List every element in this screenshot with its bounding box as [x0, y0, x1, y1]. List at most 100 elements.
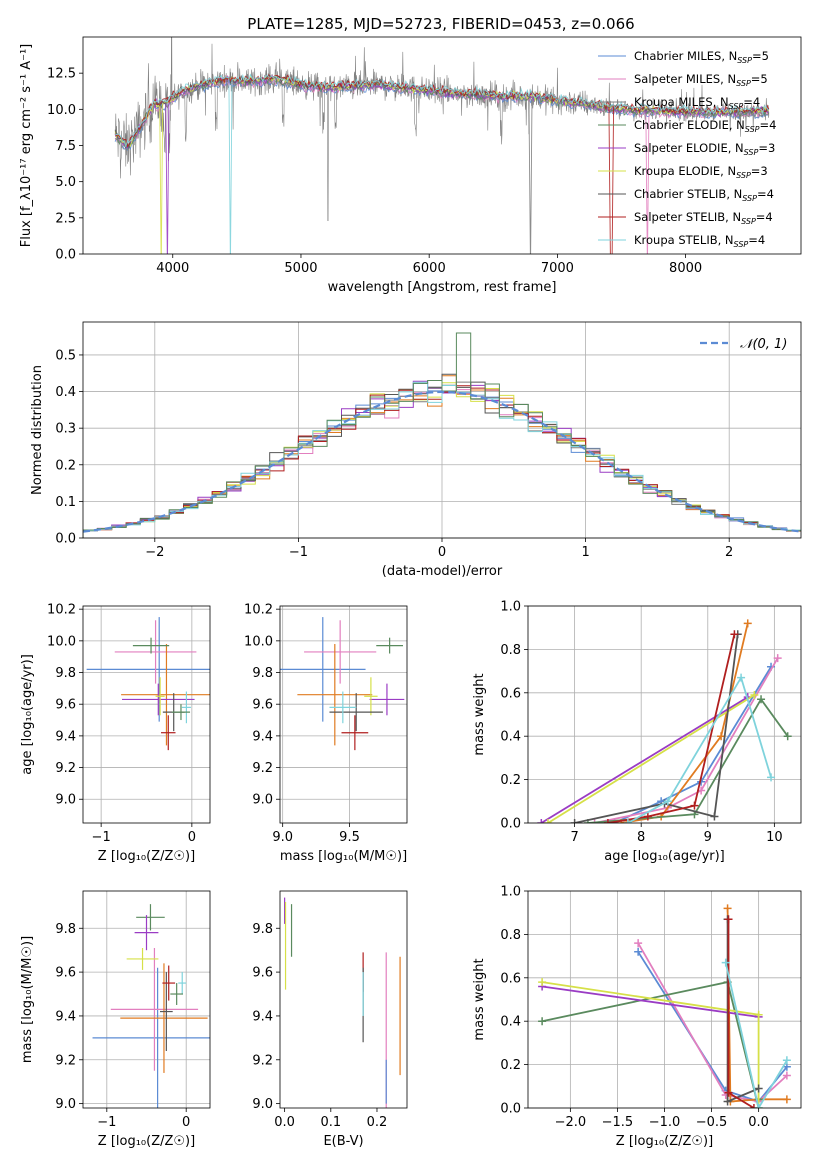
y-tick-label: 0.2: [500, 1058, 521, 1073]
x-tick-label: 1: [581, 545, 589, 560]
x-axis-label: Z [log₁₀(Z/Z☉)]: [98, 849, 195, 864]
plus-marker: [590, 819, 599, 823]
y-tick-label: 0.1: [55, 495, 76, 510]
y-tick-label: 9.2: [252, 1053, 273, 1068]
plus-marker: [754, 1104, 763, 1108]
y-tick-label: 10.2: [47, 603, 76, 618]
x-axis-label: mass [log₁₀(M/M☉)]: [280, 849, 407, 864]
age_vs_Z-plot-area: [86, 617, 210, 751]
figure-title: PLATE=1285, MJD=52723, FIBERID=0453, z=0…: [247, 15, 634, 33]
y-tick-label: 1.0: [500, 885, 521, 900]
y-tick-label: 9.6: [252, 966, 273, 981]
y-tick-label: 1.0: [500, 600, 521, 615]
y-tick-label: 9.4: [252, 729, 273, 744]
plus-marker: [643, 812, 652, 821]
x-tick-label: 8: [637, 830, 645, 845]
mass_vs_Z-plot-area: [92, 904, 210, 1108]
model-spectrum-line: [114, 73, 770, 254]
y-tick-label: 0.0: [500, 1102, 521, 1117]
plus-marker: [710, 812, 719, 821]
plus-marker: [724, 915, 733, 924]
mass-weight-line: [540, 696, 749, 823]
x-tick-label: 8000: [669, 261, 702, 276]
x-tick-label: 9: [704, 830, 712, 845]
mass_weight_vs_Z-plot-area: [538, 904, 791, 1108]
mass_vs_EBV-panel: 0.0 0.1 0.2 9.0 9.2 9.4 9.6 9.8 E(B-V): [252, 890, 408, 1149]
spectrum-legend: Chabrier MILES, NSSP=5 Salpeter MILES, NS…: [598, 49, 776, 249]
legend-entry: Chabrier ELODIE, NSSP=4: [634, 118, 776, 134]
x-axis-label: age [log₁₀(age/yr)]: [604, 849, 725, 864]
y-tick-label: 9.4: [55, 729, 76, 744]
y-tick-label: 0.4: [55, 385, 76, 400]
plus-marker: [767, 773, 776, 782]
mass_weight_vs_age-plot-area: [537, 619, 792, 823]
y-tick-label: 0.2: [500, 773, 521, 788]
y-tick-label: 9.2: [55, 1053, 76, 1068]
x-axis-label: E(B-V): [323, 1134, 363, 1149]
mass-weight-line: [594, 657, 779, 823]
plus-marker: [737, 673, 746, 682]
y-tick-label: 9.0: [55, 793, 76, 808]
y-tick-label: 9.0: [55, 1097, 76, 1112]
plus-marker: [750, 690, 759, 699]
y-tick-label: 9.8: [55, 922, 76, 937]
y-tick-label: 9.6: [55, 966, 76, 981]
mass-weight-line: [627, 675, 772, 823]
plus-marker: [730, 630, 739, 639]
plus-marker: [773, 654, 782, 663]
age_vs_mass-plot-area: [280, 617, 405, 751]
y-tick-label: 0.8: [500, 643, 521, 658]
plus-marker: [782, 1056, 791, 1065]
plus-marker: [538, 1017, 547, 1026]
residual_histogram-frame: [82, 321, 802, 539]
mass-weight-line: [726, 908, 787, 1103]
y-axis-label: Flux [f_λ10⁻¹⁷ erg cm⁻² s⁻¹ A⁻¹]: [19, 44, 34, 248]
legend-entry: Salpeter MILES, NSSP=5: [634, 72, 768, 88]
y-tick-label: 0.6: [500, 686, 521, 701]
y-tick-label: 9.6: [55, 698, 76, 713]
x-tick-label: 0: [188, 830, 196, 845]
mass_vs_EBV-plot-area: [284, 897, 401, 1108]
y-tick-label: 10.2: [244, 603, 273, 618]
legend-entry: Chabrier STELIB, NSSP=4: [634, 187, 774, 203]
plus-marker: [782, 1071, 791, 1080]
age_vs_mass-grid: [280, 606, 407, 823]
mass_weight_vs_age-frame: [527, 605, 802, 824]
x-tick-label: −2.0: [555, 1115, 587, 1130]
x-tick-label: 0: [182, 1115, 190, 1130]
age_vs_mass-frame: [279, 605, 408, 824]
y-axis-label: mass [log₁₀(M/M☉)]: [20, 936, 35, 1063]
mass_vs_EBV-frame: [279, 890, 408, 1109]
y-tick-label: 0.0: [55, 248, 76, 263]
y-tick-label: 0.3: [55, 422, 76, 437]
spectrum-plot-area: [114, 37, 770, 254]
y-tick-label: 10.0: [47, 103, 76, 118]
y-tick-label: 9.8: [252, 922, 273, 937]
x-tick-label: −1: [92, 830, 111, 845]
mass_weight_vs_Z-panel: −2.0 −1.5 −1.0 −0.5 0.0 0.0 0.2 0.4 0.6 0.8 1.0 Z […: [472, 885, 802, 1149]
plus-marker: [754, 1010, 763, 1019]
x-tick-label: −2: [145, 545, 164, 560]
plus-marker: [543, 819, 552, 823]
mass-weight-line: [637, 942, 788, 1103]
age_vs_Z-frame: [82, 605, 211, 824]
y-tick-label: 2.5: [55, 211, 76, 226]
residual_histogram-plot-area: [83, 332, 801, 538]
mass-weight-line: [547, 694, 755, 823]
mass_vs_Z-panel: −1 0 9.0 9.2 9.4 9.6 9.8 Z [log₁₀(Z/Z☉)] mass [l…: [20, 890, 211, 1149]
x-tick-label: 7: [570, 830, 578, 845]
mass-weight-line: [637, 951, 788, 1103]
spectrum-panel: 4000 5000 6000 7000 8000 0.0 2.5 5.0 7.5 10.0 12.5…: [19, 36, 802, 295]
residual_histogram-panel: −2 −1 0 1 2 0.0 0.1 0.2 0.3 0.4 0.5 (data-model)/er…: [30, 321, 802, 579]
mass-weight-line: [621, 623, 749, 823]
legend-entry: Kroupa STELIB, NSSP=4: [634, 233, 765, 249]
mass-weight-line: [587, 697, 789, 823]
plus-marker: [724, 1088, 733, 1097]
histogram-step-line: [83, 332, 801, 538]
x-tick-label: −1.5: [602, 1115, 634, 1130]
mass-weight-line: [724, 962, 788, 1108]
mass-weight-line: [614, 666, 772, 823]
plus-marker: [603, 819, 612, 823]
y-tick-label: 9.8: [252, 666, 273, 681]
y-tick-label: 9.0: [252, 793, 273, 808]
